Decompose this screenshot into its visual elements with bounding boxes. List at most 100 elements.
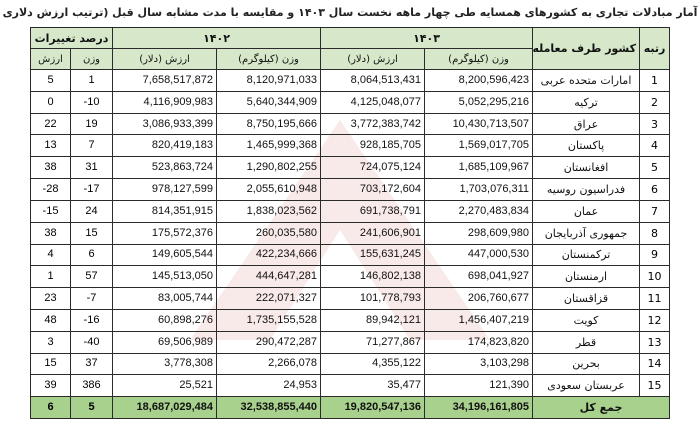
weight-1402-cell: 8,750,195,666 xyxy=(216,112,322,136)
total-change-weight: 5 xyxy=(70,396,113,419)
change-value-cell: 0 xyxy=(30,90,71,114)
country-cell: ترکیه xyxy=(532,90,641,114)
weight-1402-cell: 422,234,666 xyxy=(216,243,322,267)
table-row: 1 امارات متحده عربی 8,200,596,423 8,064,… xyxy=(30,69,671,92)
value-1402-cell: 814,351,915 xyxy=(111,199,218,223)
rank-cell: 6 xyxy=(639,178,671,201)
rank-cell: 11 xyxy=(639,287,671,310)
weight-1403-cell: 698,041,927 xyxy=(424,265,534,289)
header-rank: رتبه xyxy=(639,27,671,70)
header-change-weight: وزن xyxy=(70,48,113,70)
change-value-cell: 1 xyxy=(30,265,71,289)
table-row: 2 ترکیه 5,052,295,216 4,125,048,077 5,64… xyxy=(30,90,671,114)
weight-1402-cell: 2,266,078 xyxy=(216,352,322,376)
header-value-1402: ارزش (دلار) xyxy=(111,48,218,70)
country-cell: فدراسیون روسیه xyxy=(532,178,641,201)
country-cell: امارات متحده عربی xyxy=(532,69,641,92)
total-label: جمع کل xyxy=(532,396,671,419)
value-1402-cell: 25,521 xyxy=(111,374,218,398)
country-cell: بحرین xyxy=(532,352,641,376)
header-year-1402: ۱۴۰۲ xyxy=(111,27,322,49)
rank-cell: 2 xyxy=(639,90,671,114)
weight-1403-cell: 447,000,530 xyxy=(424,243,534,267)
weight-1403-cell: 1,569,017,705 xyxy=(424,134,534,158)
weight-1403-cell: 1,703,076,311 xyxy=(424,178,534,201)
weight-1402-cell: 1,838,023,562 xyxy=(216,199,322,223)
weight-1403-cell: 121,390 xyxy=(424,374,534,398)
value-1403-cell: 3,772,383,742 xyxy=(320,112,426,136)
value-1402-cell: 175,572,376 xyxy=(111,221,218,245)
country-cell: ارمنستان xyxy=(532,265,641,289)
change-value-cell: 22 xyxy=(30,112,71,136)
weight-1403-cell: 8,200,596,423 xyxy=(424,69,534,92)
table-row: 7 عمان 2,270,483,834 691,738,791 1,838,0… xyxy=(30,199,671,223)
rank-cell: 4 xyxy=(639,134,671,158)
change-weight-cell: -17 xyxy=(70,178,113,201)
header-weight-1403: وزن (کیلوگرم) xyxy=(424,48,534,70)
table-row: 5 افغانستان 1,685,109,967 724,075,124 1,… xyxy=(30,156,671,180)
table-row: 14 بحرین 3,103,298 4,355,122 2,266,078 3… xyxy=(30,352,671,376)
weight-1403-cell: 298,609,980 xyxy=(424,221,534,245)
value-1402-cell: 145,513,050 xyxy=(111,265,218,289)
value-1402-cell: 3,086,933,399 xyxy=(111,112,218,136)
weight-1402-cell: 8,120,971,033 xyxy=(216,69,322,92)
rank-cell: 1 xyxy=(639,69,671,92)
value-1402-cell: 4,116,909,983 xyxy=(111,90,218,114)
change-weight-cell: 31 xyxy=(70,156,113,180)
country-cell: جمهوری آذربایجان xyxy=(532,221,641,245)
value-1402-cell: 69,506,989 xyxy=(111,330,218,354)
weight-1403-cell: 206,760,677 xyxy=(424,287,534,310)
country-cell: عربستان سعودی xyxy=(532,374,641,398)
value-1403-cell: 4,125,048,077 xyxy=(320,90,426,114)
weight-1402-cell: 260,035,580 xyxy=(216,221,322,245)
country-cell: عراق xyxy=(532,112,641,136)
rank-cell: 3 xyxy=(639,112,671,136)
rank-cell: 5 xyxy=(639,156,671,180)
weight-1403-cell: 5,052,295,216 xyxy=(424,90,534,114)
weight-1402-cell: 290,472,287 xyxy=(216,330,322,354)
value-1403-cell: 703,172,604 xyxy=(320,178,426,201)
weight-1402-cell: 5,640,344,909 xyxy=(216,90,322,114)
weight-1402-cell: 1,735,155,528 xyxy=(216,308,322,332)
value-1403-cell: 928,185,705 xyxy=(320,134,426,158)
change-value-cell: 15 xyxy=(30,352,71,376)
table-row: 9 ترکمنستان 447,000,530 155,631,245 422,… xyxy=(30,243,671,267)
total-row: جمع کل 34,196,161,805 19,820,547,136 32,… xyxy=(30,396,671,419)
total-value-1402: 18,687,029,484 xyxy=(111,396,218,419)
rank-cell: 14 xyxy=(639,352,671,376)
change-value-cell: 39 xyxy=(30,374,71,398)
header-weight-1402: وزن (کیلوگرم) xyxy=(216,48,322,70)
header-change: درصد تغییرات xyxy=(30,27,113,49)
change-weight-cell: 7 xyxy=(70,134,113,158)
table-row: 6 فدراسیون روسیه 1,703,076,311 703,172,6… xyxy=(30,178,671,201)
change-value-cell: -15 xyxy=(30,199,71,223)
total-weight-1403: 34,196,161,805 xyxy=(424,396,534,419)
value-1403-cell: 241,606,901 xyxy=(320,221,426,245)
change-weight-cell: -7 xyxy=(70,287,113,310)
table-row: 4 پاکستان 1,569,017,705 928,185,705 1,46… xyxy=(30,134,671,158)
weight-1403-cell: 2,270,483,834 xyxy=(424,199,534,223)
change-value-cell: -28 xyxy=(30,178,71,201)
weight-1402-cell: 1,290,802,255 xyxy=(216,156,322,180)
table-row: 8 جمهوری آذربایجان 298,609,980 241,606,9… xyxy=(30,221,671,245)
value-1403-cell: 155,631,245 xyxy=(320,243,426,267)
weight-1403-cell: 1,456,407,219 xyxy=(424,308,534,332)
change-value-cell: 38 xyxy=(30,221,71,245)
trade-table: رتبه کشور طرف معامله ۱۴۰۳ ۱۴۰۲ درصد تغیی… xyxy=(30,27,671,419)
value-1403-cell: 4,355,122 xyxy=(320,352,426,376)
change-weight-cell: -40 xyxy=(70,330,113,354)
value-1402-cell: 60,898,276 xyxy=(111,308,218,332)
value-1403-cell: 146,802,138 xyxy=(320,265,426,289)
value-1402-cell: 523,863,724 xyxy=(111,156,218,180)
total-weight-1402: 32,538,855,440 xyxy=(216,396,322,419)
weight-1402-cell: 444,647,281 xyxy=(216,265,322,289)
value-1403-cell: 101,778,793 xyxy=(320,287,426,310)
weight-1402-cell: 2,055,610,948 xyxy=(216,178,322,201)
country-cell: قزاقستان xyxy=(532,287,641,310)
country-cell: عمان xyxy=(532,199,641,223)
rank-cell: 10 xyxy=(639,265,671,289)
rank-cell: 7 xyxy=(639,199,671,223)
weight-1403-cell: 1,685,109,967 xyxy=(424,156,534,180)
change-value-cell: 48 xyxy=(30,308,71,332)
change-value-cell: 38 xyxy=(30,156,71,180)
